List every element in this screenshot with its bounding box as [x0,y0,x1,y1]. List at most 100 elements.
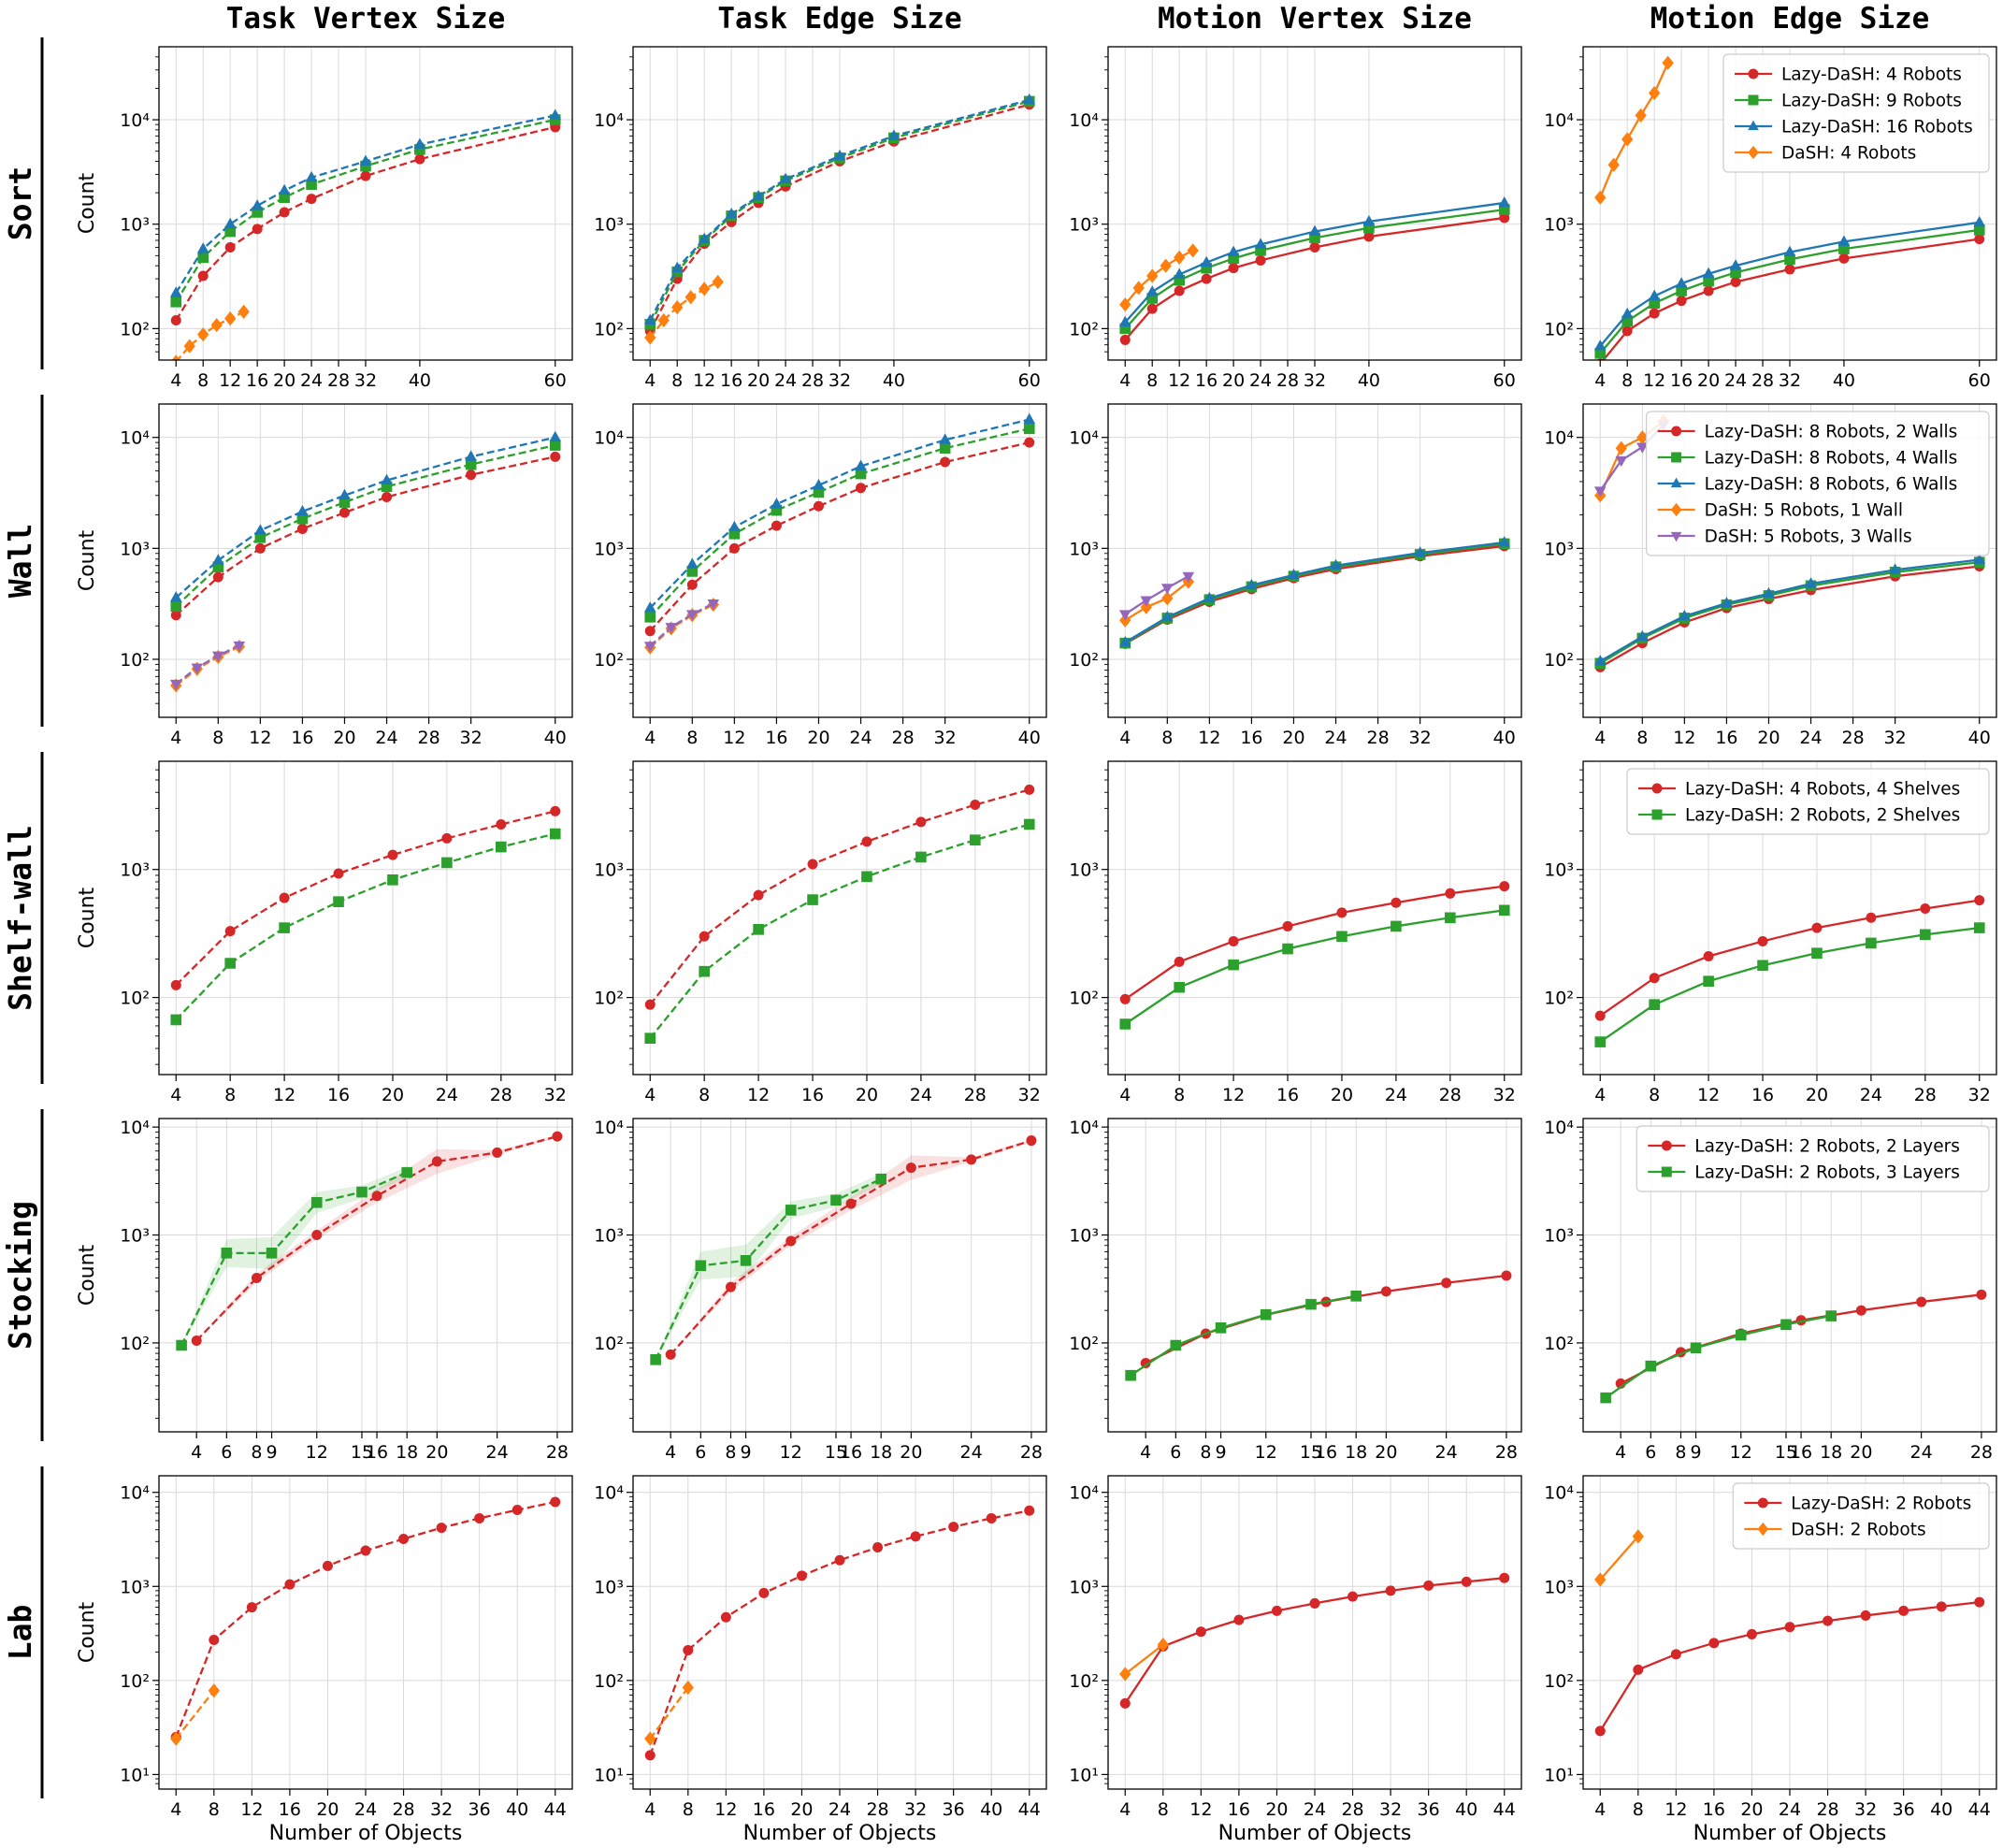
legend-marker [1670,502,1682,517]
data-point [310,1196,323,1208]
x-axis-label: Number of Objects [269,1822,463,1845]
xtick-label: 4 [170,370,181,391]
data-point [728,542,740,554]
xtick-label: 18 [870,1442,892,1463]
data-point [915,851,927,863]
xtick-label: 32 [354,370,377,391]
xtick-label: 32 [1779,370,1801,391]
panel-frame [1582,760,1997,1076]
data-point [170,296,182,308]
data-point [1254,238,1267,249]
ytick-label: 10² [594,989,624,1009]
data-point [191,663,204,674]
xtick-label: 40 [1930,1799,1953,1820]
xtick-label: 18 [396,1442,418,1463]
data-point [1811,947,1823,959]
xtick-label: 4 [1594,1799,1606,1820]
plot-area [643,412,1036,655]
xtick-label: 4 [1594,1085,1606,1105]
ytick-label: 10³ [120,860,150,881]
data-point [339,507,350,518]
ytick-label: 10³ [1069,860,1099,881]
data-point [254,524,267,535]
data-point [413,137,426,149]
data-point [1308,224,1321,237]
xtick-label: 12 [1168,370,1190,391]
series-line [1599,565,1980,669]
xtick-label: 8 [197,370,209,391]
column-title: Motion Vertex Size [1158,2,1472,36]
series-line [1130,1294,1357,1377]
legend-label: DaSH: 2 Robots [1791,1521,1925,1540]
data-point [1187,243,1199,258]
legend-marker [1748,68,1759,79]
data-point [441,832,453,844]
data-point [644,999,656,1010]
xtick-label: 16 [1315,1442,1337,1463]
data-point [1140,1358,1151,1369]
series-line [175,436,556,599]
panel: 10² 10³ 10⁴ 4 8 12 16 20 24 28 32 40 [594,403,1047,748]
data-point [1805,577,1817,588]
data-point [1594,1010,1606,1021]
data-point [1174,981,1185,993]
xtick-label: 32 [1018,1085,1041,1105]
series-line [649,823,1030,1039]
data-point [684,290,697,305]
legend-label: DaSH: 4 Robots [1781,144,1916,164]
xtick-label: 28 [964,1085,987,1105]
xtick-label: 60 [544,370,567,391]
ytick-label: 10² [120,989,150,1009]
data-point [170,979,181,990]
data-point [176,1339,187,1351]
data-point [1174,956,1185,967]
column-title: Motion Edge Size [1650,2,1930,36]
xtick-label: 28 [1439,1085,1462,1105]
xtick-label: 40 [1833,370,1855,391]
data-point [1898,1605,1909,1616]
data-point [1146,268,1159,283]
series-line [1599,899,1980,1018]
legend-label: Lazy-DaSH: 2 Robots, 2 Layers [1694,1137,1960,1157]
xtick-label: 40 [1455,1799,1477,1820]
xtick-label: 8 [725,1442,736,1463]
data-point [209,1634,220,1645]
xtick-label: 16 [1715,728,1737,748]
data-point [1974,895,1985,906]
ytick-label: 10³ [120,215,150,236]
xtick-label: 36 [943,1799,965,1820]
data-point [1228,263,1239,274]
data-point [643,313,656,325]
data-point [223,217,237,229]
xtick-label: 28 [801,370,824,391]
xtick-label: 40 [883,370,905,391]
data-point [1445,888,1456,899]
data-point [212,651,224,662]
xtick-label: 8 [699,1085,710,1105]
data-point [441,857,453,869]
data-point [382,491,393,502]
series-line [175,125,556,322]
xtick-label: 4 [170,1085,181,1105]
data-point [1763,586,1775,599]
data-point [939,442,951,455]
series-line [175,443,556,608]
panel-frame [632,1475,1047,1790]
data-point [1746,1628,1757,1639]
data-point [1271,1605,1282,1616]
data-point [1227,245,1240,257]
data-point [1309,1597,1320,1609]
data-point [170,610,181,621]
xtick-label: 20 [425,1442,448,1463]
panel-frame [158,760,573,1076]
xtick-label: 12 [714,1799,737,1820]
legend-label: Lazy-DaSH: 8 Robots, 6 Walls [1705,475,1958,495]
xtick-label: 4 [1119,728,1131,748]
ytick-label: 10² [1544,1671,1574,1692]
data-point [512,1505,523,1516]
data-point [1838,253,1850,264]
panel-frame [632,1118,1047,1433]
ytick-label: 10¹ [1069,1765,1099,1785]
